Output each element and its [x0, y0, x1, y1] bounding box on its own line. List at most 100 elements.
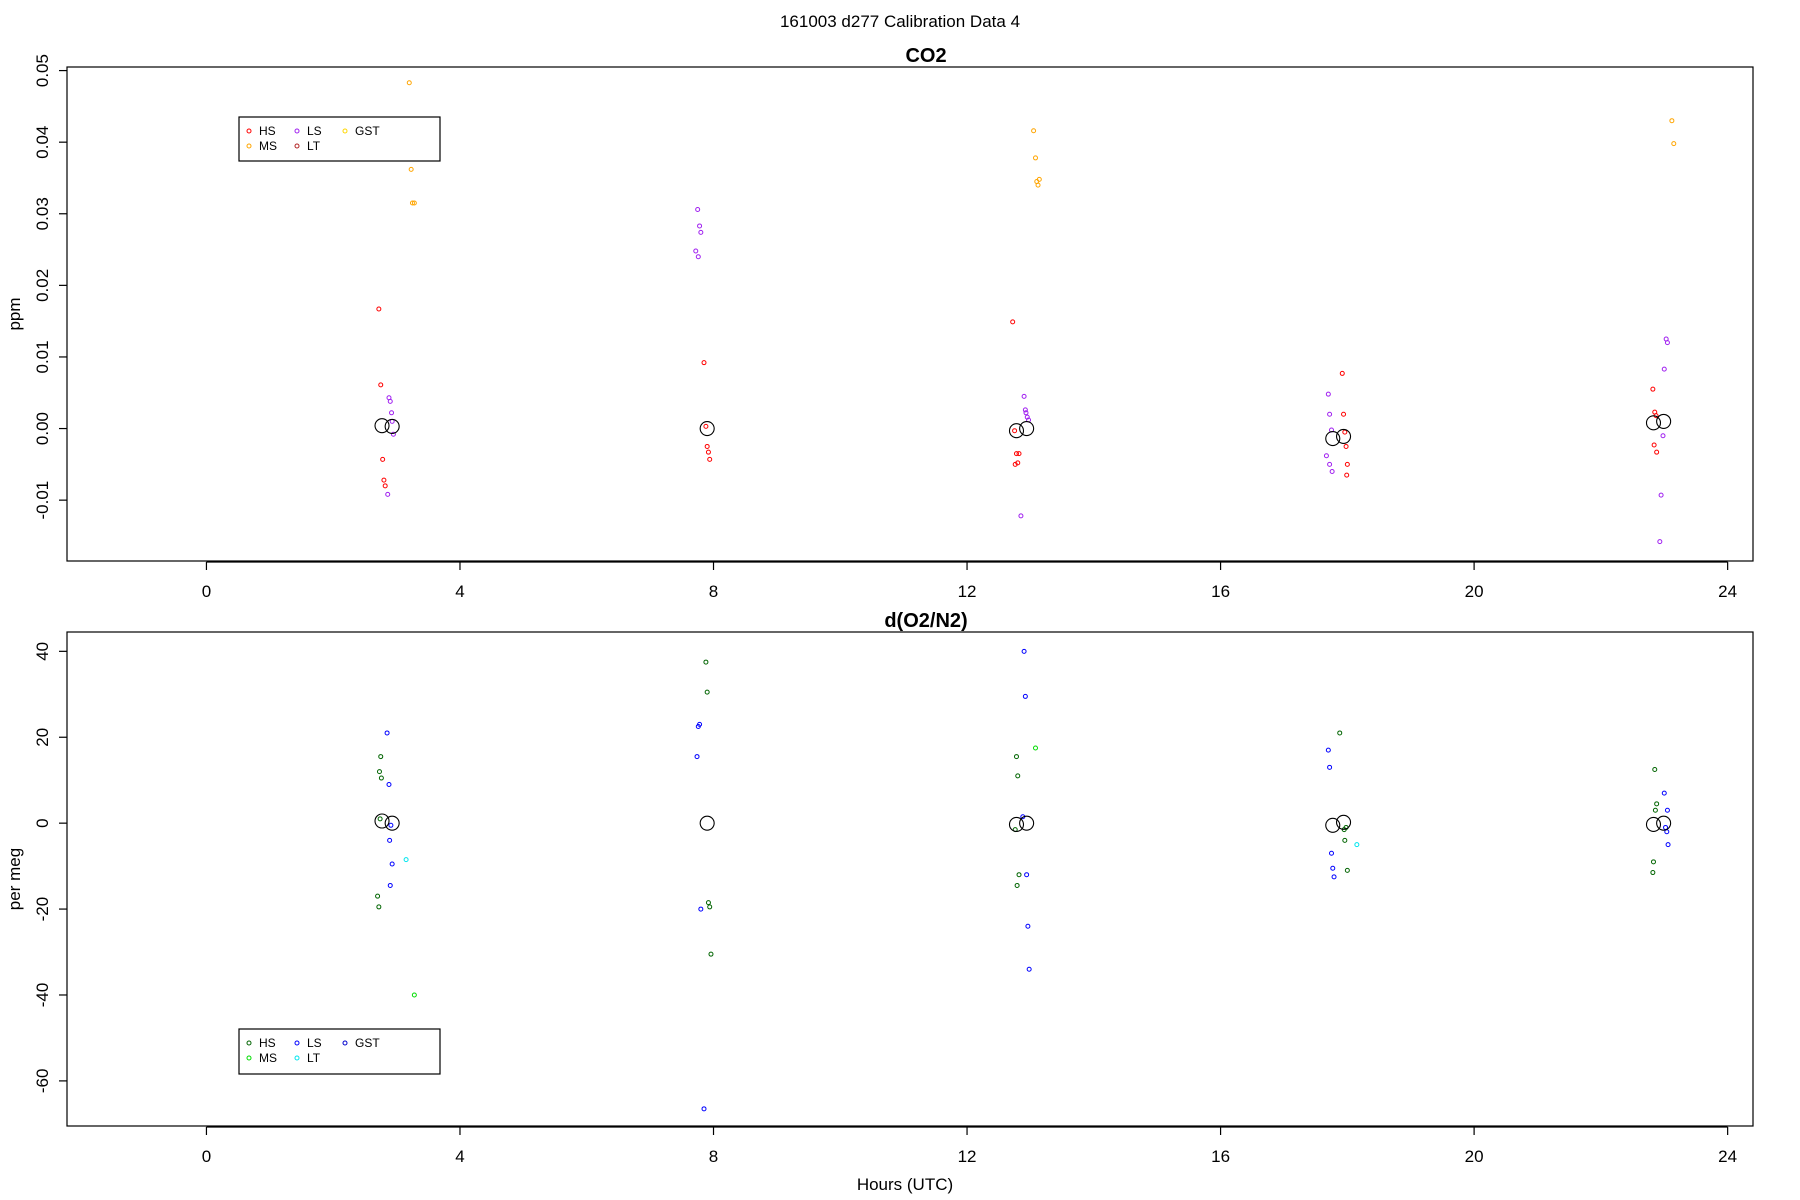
co2-legend-marker-lt	[294, 143, 300, 149]
co2-legend-label-ls: LS	[307, 124, 322, 138]
co2-point-ls	[1664, 340, 1670, 346]
o2n2-point-hs	[376, 904, 382, 910]
co2-point-ls	[1661, 366, 1667, 372]
co2-point-hs	[1341, 411, 1347, 417]
o2n2-point-ls	[1331, 874, 1337, 880]
co2-point-ls	[390, 431, 396, 437]
co2-point-hs	[382, 483, 388, 489]
co2-point-hs	[707, 456, 713, 462]
x-axis-label: Hours (UTC)	[857, 1175, 953, 1194]
co2-point-ms	[1669, 118, 1675, 124]
co2-point-ls	[695, 206, 701, 212]
co2-point-hs	[380, 456, 386, 462]
o2n2-mean-point	[1656, 815, 1672, 831]
co2-point-ls	[1023, 410, 1029, 416]
co2-point-ms	[1036, 176, 1042, 182]
o2n2-point-ls	[389, 861, 395, 867]
o2n2-point-ls	[1664, 807, 1670, 813]
co2-point-hs	[1010, 319, 1016, 325]
co2-point-hs	[1650, 386, 1656, 392]
o2n2-point-lt	[1354, 842, 1360, 848]
co2-x-tick-label: 24	[1718, 582, 1737, 601]
co2-point-hs	[1344, 461, 1350, 467]
o2n2-point-hs	[1652, 807, 1658, 813]
o2n2-point-ls	[1022, 693, 1028, 699]
co2-point-hs	[1339, 370, 1345, 376]
co2-point-hs	[704, 443, 710, 449]
o2n2-point-ls	[694, 754, 700, 760]
co2-point-ls	[1660, 433, 1666, 439]
co2-point-hs	[1013, 451, 1019, 457]
co2-y-axis: -0.01 0.00 0.01 0.02 0.03 0.04 0.05	[33, 54, 67, 520]
o2n2-y-tick-label: 0	[33, 818, 52, 827]
o2n2-point-lt	[403, 857, 409, 863]
co2-mean-point	[374, 418, 390, 434]
o2n2-mean-point	[1645, 816, 1662, 832]
o2n2-point-hs	[707, 904, 713, 910]
co2-mean-point	[699, 421, 715, 437]
co2-x-tick-label: 20	[1465, 582, 1484, 601]
o2n2-point-ls	[1661, 790, 1667, 796]
o2n2-mean-point	[374, 813, 390, 829]
co2-point-ms	[1032, 155, 1038, 161]
o2n2-x-tick-label: 8	[709, 1147, 718, 1166]
o2n2-legend-label-gst: GST	[355, 1036, 380, 1050]
co2-y-tick-label: -0.01	[33, 481, 52, 520]
co2-mean-point	[1335, 428, 1352, 444]
o2n2-point-hs	[378, 754, 384, 760]
o2n2-point-hs	[703, 659, 709, 665]
co2-legend-label-lt: LT	[307, 139, 321, 153]
co2-mean-point	[1645, 415, 1662, 431]
co2-point-hs	[376, 306, 382, 312]
o2n2-legend-marker-ms	[246, 1055, 252, 1061]
co2-x-tick-label: 0	[202, 582, 211, 601]
o2n2-y-tick-label: -20	[33, 897, 52, 922]
co2-panel: CO2 -0.01 0.00 0.01 0.02 0.03 0.04 0.05 0 4 8 12 1…	[5, 45, 1754, 601]
co2-point-ls	[1021, 393, 1027, 399]
o2n2-point-hs	[1015, 773, 1021, 779]
o2n2-point-hs	[1337, 730, 1343, 736]
o2n2-x-tick-label: 4	[455, 1147, 464, 1166]
co2-y-tick-label: 0.03	[33, 197, 52, 230]
co2-mean-point	[1656, 413, 1672, 429]
co2-legend-marker-ms	[246, 143, 252, 149]
co2-point-hs	[1342, 429, 1348, 435]
o2n2-panel: d(O2/N2) -60 -40 -20 0 20 40 0 4 8 12 16 20 24 per …	[5, 610, 1754, 1166]
o2n2-x-tick-label: 0	[202, 1147, 211, 1166]
co2-point-ms	[1671, 141, 1677, 147]
co2-legend-label-gst: GST	[355, 124, 380, 138]
co2-x-tick-label: 16	[1211, 582, 1230, 601]
co2-mean-point	[1325, 431, 1341, 447]
o2n2-point-ls	[386, 781, 392, 787]
co2-point-ms	[1035, 182, 1041, 188]
o2n2-x-axis: 0 4 8 12 16 20 24	[202, 1126, 1737, 1166]
co2-point-hs	[1015, 460, 1021, 466]
co2-point-hs	[1344, 472, 1350, 478]
o2n2-legend-label-ms: MS	[259, 1051, 277, 1065]
co2-point-ls	[695, 254, 701, 260]
co2-point-ls	[697, 223, 703, 229]
o2n2-y-tick-label: -40	[33, 983, 52, 1008]
o2n2-point-ls	[1330, 865, 1336, 871]
co2-point-hs	[1651, 442, 1657, 448]
co2-x-tick-label: 4	[455, 582, 464, 601]
o2n2-x-tick-label: 24	[1718, 1147, 1737, 1166]
co2-point-hs	[1012, 428, 1018, 434]
o2n2-point-hs	[1342, 837, 1348, 843]
co2-point-ls	[1022, 407, 1028, 413]
co2-point-hs	[1654, 449, 1660, 455]
co2-point-ls	[1323, 453, 1329, 459]
co2-x-tick-label: 8	[709, 582, 718, 601]
o2n2-panel-title: d(O2/N2)	[884, 610, 967, 632]
co2-point-ls	[1327, 461, 1333, 467]
o2n2-point-hs	[1650, 859, 1656, 865]
figure-title: 161003 d277 Calibration Data 4	[780, 12, 1020, 31]
o2n2-y-tick-label: -60	[33, 1069, 52, 1094]
co2-point-ls	[1658, 492, 1664, 498]
o2n2-x-tick-label: 12	[958, 1147, 977, 1166]
o2n2-point-ms	[411, 992, 417, 998]
o2n2-point-ls	[1026, 966, 1032, 972]
co2-point-hs	[1016, 451, 1022, 457]
co2-point-ls	[389, 410, 395, 416]
